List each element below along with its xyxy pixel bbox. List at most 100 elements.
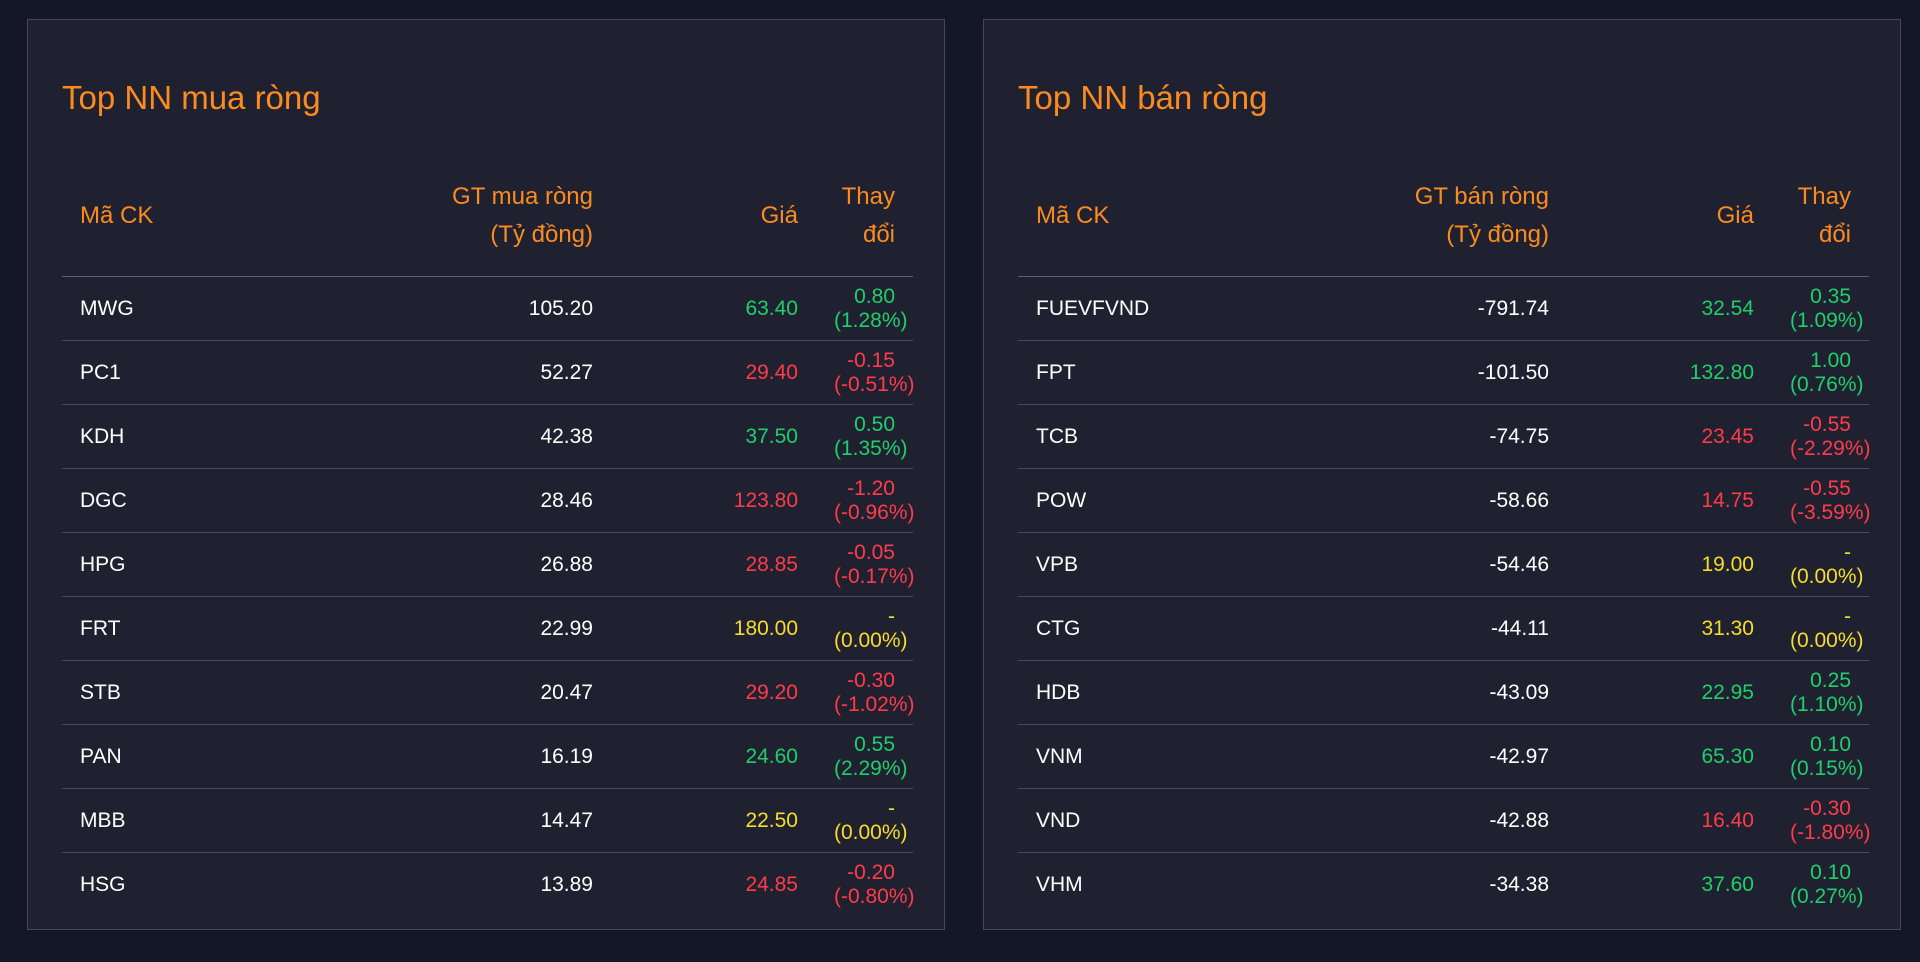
price-cell: 14.75 [1567,468,1772,533]
table-row[interactable]: DGC 28.46 123.80 -1.20 (-0.96%) [62,468,915,533]
price-cell: 123.80 [611,468,816,533]
table-row[interactable]: PC1 52.27 29.40 -0.15 (-0.51%) [62,340,915,405]
price-cell: 31.30 [1567,596,1772,661]
change-cell: - (0.00%) [1772,596,1869,661]
stock-code-cell[interactable]: MWG [62,276,308,341]
column-header-value-line2: (Tỷ đồng) [1446,220,1549,248]
net-value-cell: 105.20 [308,276,611,341]
net-value-cell: 28.46 [308,468,611,533]
price-cell: 37.60 [1701,872,1754,896]
net-value-cell: 42.38 [308,404,611,469]
net-value-cell: 20.47 [308,660,611,725]
stock-code-cell[interactable]: PAN [62,724,308,789]
column-header-change[interactable]: Thay đổi [1772,155,1869,277]
net-sell-table: Mã CK GT bán ròng (Tỷ đồng) Giá Thay đổi… [1018,155,1871,917]
stock-code-cell[interactable]: CTG [1018,596,1264,661]
table-row[interactable]: POW -58.66 14.75 -0.55 (-3.59%) [1018,468,1871,533]
table-row[interactable]: VNM -42.97 65.30 0.10 (0.15%) [1018,724,1869,789]
column-header-value[interactable]: GT bán ròng (Tỷ đồng) [1264,155,1567,277]
table-row[interactable]: VHM -34.38 37.60 0.10 (0.27%) [1018,853,1869,917]
stock-code-cell[interactable]: KDH [62,404,308,469]
price-cell: 180.00 [611,596,816,661]
table-row[interactable]: STB 20.47 29.20 -0.30 (-1.02%) [62,660,915,725]
net-value-cell: 13.89 [540,872,593,896]
price-cell: 22.50 [611,788,816,853]
stock-code-cell[interactable]: FPT [1018,340,1264,405]
change-cell: 0.25 (1.10%) [1772,660,1869,725]
table-row[interactable]: MBB 14.47 22.50- (0.00%) [62,788,913,853]
column-header-value-line1: GT bán ròng [1414,182,1549,210]
net-value-cell: 16.19 [308,724,611,789]
stock-code-cell[interactable]: HSG [80,872,126,896]
change-cell: -1.20 (-0.96%) [816,468,915,533]
table-header-row: Mã CK GT mua ròng (Tỷ đồng) Giá Thay đổi [62,155,913,277]
table-row[interactable]: KDH 42.38 37.50 0.50 (1.35%) [62,404,913,469]
stock-code-cell[interactable]: FRT [62,596,308,661]
stock-code-cell[interactable]: DGC [62,468,308,533]
column-header-code[interactable]: Mã CK [1018,155,1264,277]
price-cell: 37.50 [611,404,816,469]
change-cell: -0.20 (-0.80%) [834,860,915,908]
table-row[interactable]: FUEVFVND -791.74 32.54 0.35 (1.09%) [1018,276,1869,341]
net-value-cell: -58.66 [1264,468,1567,533]
stock-code-cell[interactable]: FUEVFVND [1018,276,1264,341]
net-value-cell: -101.50 [1264,340,1567,405]
net-value-cell: 22.99 [308,596,611,661]
net-value-cell: 52.27 [308,340,611,405]
stock-code-cell[interactable]: VNM [1018,724,1264,789]
panel-title: Top NN bán ròng [1018,79,1268,116]
change-cell: 0.80 (1.28%) [816,276,913,341]
stock-code-cell[interactable]: HDB [1018,660,1264,725]
table-body: MWG 105.20 63.40 0.80 (1.28%) PC1 52.27 29.40-… [62,276,915,917]
change-cell: 0.50 (1.35%) [816,404,913,469]
stock-code-cell[interactable]: PC1 [62,340,308,405]
change-cell: 0.35 (1.09%) [1772,276,1869,341]
column-header-value-line1: GT mua ròng [452,182,593,210]
change-cell: -0.30 (-1.80%) [1772,788,1871,853]
column-header-price[interactable]: Giá [1567,155,1772,277]
column-header-code[interactable]: Mã CK [62,155,308,277]
stock-code-cell[interactable]: HPG [62,532,308,597]
price-cell: 65.30 [1567,724,1772,789]
net-value-cell: -791.74 [1264,276,1567,341]
net-value-cell: -34.38 [1489,872,1549,896]
table-row[interactable]: FPT -101.50 132.80 1.00 (0.76%) [1018,340,1869,405]
stock-code-cell[interactable]: MBB [62,788,308,853]
table-row[interactable]: CTG -44.11 31.30- (0.00%) [1018,596,1869,661]
table-row[interactable]: VPB -54.46 19.00- (0.00%) [1018,532,1869,597]
price-cell: 24.60 [611,724,816,789]
stock-code-cell[interactable]: POW [1018,468,1264,533]
change-cell: -0.30 (-1.02%) [816,660,915,725]
panel-title: Top NN mua ròng [62,79,321,116]
table-row[interactable]: FRT 22.99 180.00- (0.00%) [62,596,913,661]
table-row[interactable]: PAN 16.19 24.60 0.55 (2.29%) [62,724,913,789]
table-header-row: Mã CK GT bán ròng (Tỷ đồng) Giá Thay đổi [1018,155,1869,277]
column-header-value-line2: (Tỷ đồng) [490,220,593,248]
table-row[interactable]: HPG 26.88 28.85 -0.05 (-0.17%) [62,532,915,597]
stock-code-cell[interactable]: TCB [1018,404,1264,469]
price-cell: 28.85 [611,532,816,597]
price-cell: 16.40 [1567,788,1772,853]
change-cell: 0.10 (0.15%) [1772,724,1869,789]
top-net-buy-panel: Top NN mua ròng Mã CK GT mua ròng (Tỷ đồ… [27,19,945,930]
column-header-price[interactable]: Giá [611,155,816,277]
price-cell: 32.54 [1567,276,1772,341]
change-cell: -0.05 (-0.17%) [816,532,915,597]
table-row[interactable]: HSG 13.89 24.85 -0.20 (-0.80%) [62,853,915,917]
price-cell: 23.45 [1567,404,1772,469]
table-row[interactable]: HDB -43.09 22.95 0.25 (1.10%) [1018,660,1869,725]
change-cell: -0.55 (-2.29%) [1772,404,1871,469]
stock-code-cell[interactable]: STB [62,660,308,725]
stock-code-cell[interactable]: VHM [1036,872,1083,896]
change-cell: 0.55 (2.29%) [816,724,913,789]
price-cell: 24.85 [745,872,798,896]
net-value-cell: -44.11 [1264,596,1567,661]
stock-code-cell[interactable]: VND [1018,788,1264,853]
top-net-sell-panel: Top NN bán ròng Mã CK GT bán ròng (Tỷ đồ… [983,19,1901,930]
table-row[interactable]: VND -42.88 16.40 -0.30 (-1.80%) [1018,788,1871,853]
column-header-change[interactable]: Thay đổi [816,155,913,277]
table-row[interactable]: TCB -74.75 23.45 -0.55 (-2.29%) [1018,404,1871,469]
stock-code-cell[interactable]: VPB [1018,532,1264,597]
table-row[interactable]: MWG 105.20 63.40 0.80 (1.28%) [62,276,913,341]
column-header-value[interactable]: GT mua ròng (Tỷ đồng) [308,155,611,277]
